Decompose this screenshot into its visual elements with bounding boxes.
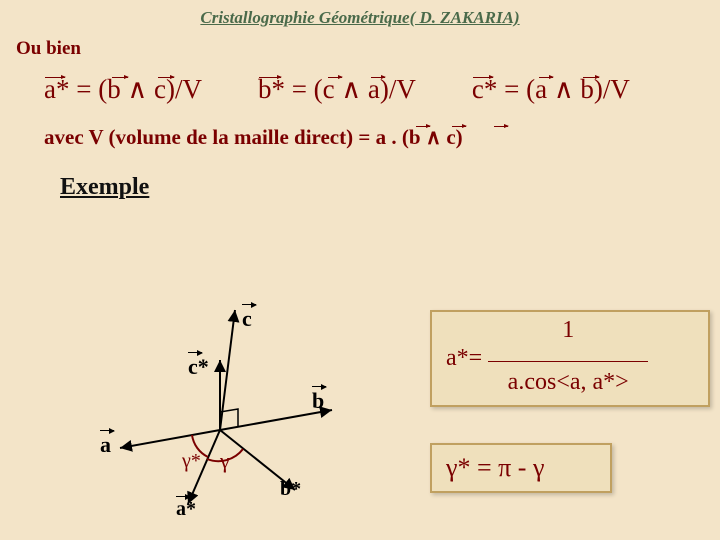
formula-c: c* = (a ∧ b)/V <box>472 74 630 105</box>
label-a: a <box>100 432 111 458</box>
formula-b: b* = (c ∧ a)/V <box>258 74 416 105</box>
formula-a-text: a* = (b ∧ c)/V <box>44 74 202 104</box>
label-astar: a* <box>176 498 196 521</box>
equations-panel: a*= 1 a.cos<a, a*> γ* = π - γ <box>430 310 710 529</box>
eq-gamma-box: γ* = π - γ <box>430 443 612 493</box>
page-header: Cristallographie Géométrique( D. ZAKARIA… <box>0 0 720 28</box>
label-gammastar: γ* <box>182 450 201 473</box>
eq1-lhs: a*= <box>446 345 482 372</box>
eq-astar-box: a*= 1 a.cos<a, a*> <box>430 310 710 407</box>
avec-text: avec V (volume de la maille direct) = a … <box>44 125 463 149</box>
formula-b-text: b* = (c ∧ a)/V <box>258 74 416 104</box>
formula-a: a* = (b ∧ c)/V <box>44 74 202 105</box>
ou-bien-label: Ou bien <box>16 38 720 60</box>
eq1-den: a.cos<a, a*> <box>488 369 648 395</box>
exemple-heading: Exemple <box>60 174 720 201</box>
formulas-row: a* = (b ∧ c)/V b* = (c ∧ a)/V c* = (a ∧ … <box>44 74 720 105</box>
label-b: b <box>312 388 324 414</box>
label-bstar: b* <box>280 478 301 501</box>
vector-diagram: c c* b a a* b* γ* γ <box>80 300 380 520</box>
label-c: c <box>242 306 252 332</box>
label-cstar: c* <box>188 354 209 380</box>
label-gamma: γ <box>220 448 230 474</box>
formula-c-text: c* = (a ∧ b)/V <box>472 74 630 104</box>
eq1-num: 1 <box>488 318 648 342</box>
avec-line: avec V (volume de la maille direct) = a … <box>44 125 720 150</box>
